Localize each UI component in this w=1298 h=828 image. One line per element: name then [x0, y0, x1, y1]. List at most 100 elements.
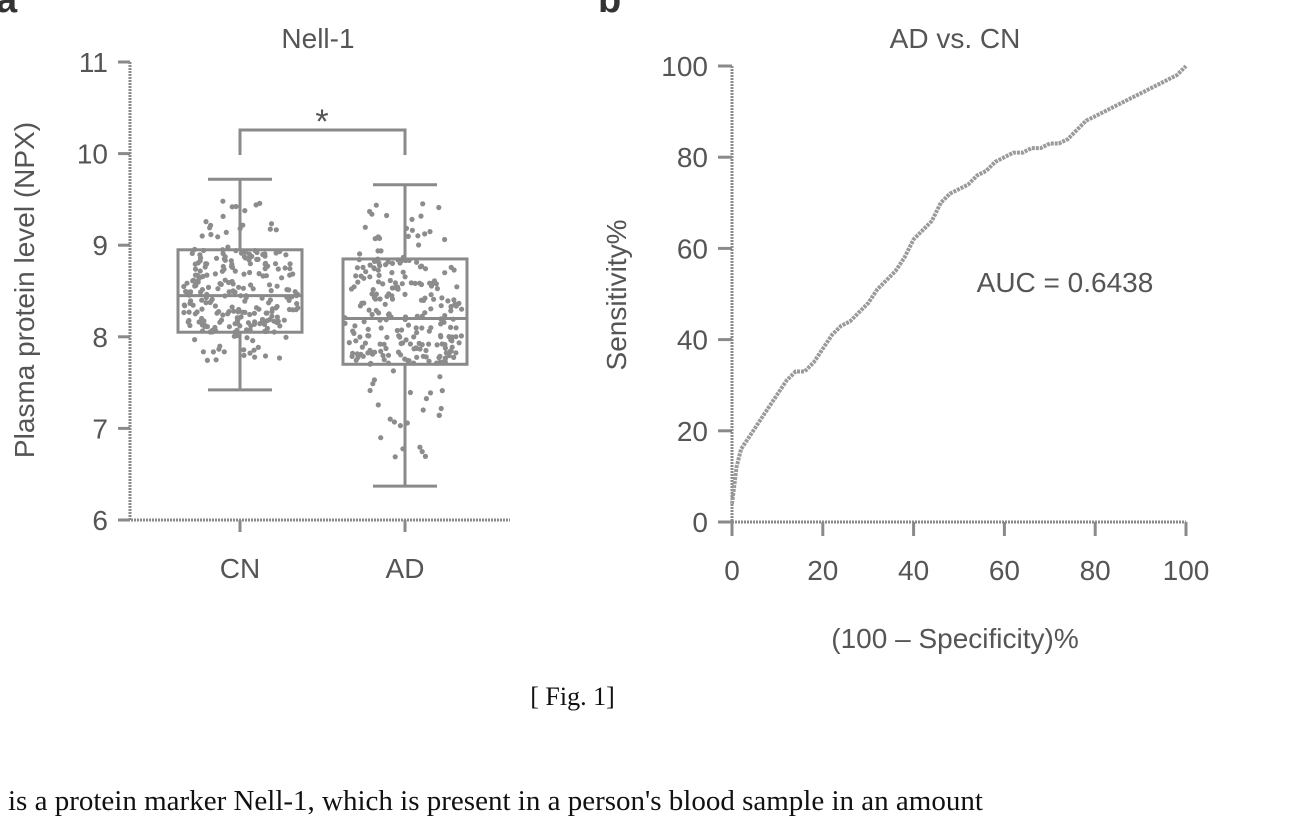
data-point: [257, 271, 262, 276]
data-point: [247, 251, 252, 256]
chart-title: Nell-1: [281, 23, 354, 54]
box-marks: [178, 179, 467, 486]
significance-star: *: [315, 103, 328, 141]
data-point: [383, 262, 388, 267]
data-point: [398, 352, 403, 357]
data-point: [283, 252, 288, 257]
data-point: [370, 312, 375, 317]
data-point: [251, 348, 256, 353]
y-tick-label: 6: [92, 505, 108, 536]
data-point: [421, 407, 426, 412]
data-point: [360, 265, 365, 270]
data-point: [435, 342, 440, 347]
data-point: [269, 288, 274, 293]
data-point: [182, 303, 187, 308]
data-point: [386, 353, 391, 358]
data-point: [227, 289, 232, 294]
data-point: [421, 354, 426, 359]
data-point: [223, 254, 228, 259]
data-point: [363, 269, 368, 274]
data-point: [402, 292, 407, 297]
data-point: [368, 388, 373, 393]
figure-caption: [ Fig. 1]: [0, 682, 1145, 712]
data-point: [380, 353, 385, 358]
data-point: [184, 281, 189, 286]
x-tick-label: AD: [386, 553, 425, 584]
data-point: [263, 353, 268, 358]
data-point: [252, 322, 257, 327]
data-point: [437, 354, 442, 359]
data-point: [273, 305, 278, 310]
data-point: [217, 344, 222, 349]
data-point: [448, 349, 453, 354]
data-point: [256, 257, 261, 262]
data-point: [355, 280, 360, 285]
data-point: [275, 284, 280, 289]
data-point: [388, 417, 393, 422]
data-point: [229, 262, 234, 267]
data-point: [427, 281, 432, 286]
data-point: [220, 199, 225, 204]
data-point: [359, 274, 364, 279]
data-point: [202, 324, 207, 329]
data-point: [440, 341, 445, 346]
data-point: [459, 333, 464, 338]
data-point: [427, 329, 432, 334]
data-point: [355, 265, 360, 270]
data-point: [294, 307, 299, 312]
data-point: [422, 231, 427, 236]
data-point: [377, 263, 382, 268]
data-point: [437, 374, 442, 379]
data-point: [377, 296, 382, 301]
data-point: [414, 330, 419, 335]
data-point: [383, 346, 388, 351]
data-point: [247, 312, 252, 317]
data-point: [418, 264, 423, 269]
data-point: [383, 302, 388, 307]
data-point: [350, 351, 355, 356]
data-point: [197, 252, 202, 257]
data-point: [221, 214, 226, 219]
data-point: [195, 273, 200, 278]
data-point: [235, 317, 240, 322]
data-point: [227, 324, 232, 329]
data-point: [453, 350, 458, 355]
data-point: [215, 234, 220, 239]
data-point: [367, 274, 372, 279]
data-point: [197, 319, 202, 324]
data-point: [420, 201, 425, 206]
data-point: [420, 342, 425, 347]
y-tick-label: 9: [92, 230, 108, 261]
data-point: [358, 303, 363, 308]
data-point: [254, 305, 259, 310]
data-point: [252, 311, 257, 316]
data-point: [220, 312, 225, 317]
data-point: [181, 310, 186, 315]
data-point: [408, 390, 413, 395]
data-point: [200, 233, 205, 238]
data-point: [442, 237, 447, 242]
data-point: [286, 287, 291, 292]
data-point: [236, 309, 241, 314]
x-tick-label: CN: [220, 553, 260, 584]
y-tick-label: 8: [92, 322, 108, 353]
data-point: [357, 334, 362, 339]
data-point: [193, 311, 198, 316]
data-point: [193, 262, 198, 267]
data-point: [279, 275, 284, 280]
data-point: [390, 285, 395, 290]
x-tick-label: 100: [1163, 555, 1210, 586]
y-tick-label: 11: [79, 47, 108, 78]
data-point: [434, 281, 439, 286]
data-point: [246, 320, 251, 325]
data-point: [435, 286, 440, 291]
data-point: [366, 333, 371, 338]
data-point: [276, 266, 281, 271]
significance-bracket: *: [240, 103, 405, 155]
data-point: [199, 307, 204, 312]
data-point: [370, 381, 375, 386]
data-point: [414, 260, 419, 265]
data-point: [376, 310, 381, 315]
data-point: [232, 290, 237, 295]
data-point: [215, 286, 220, 291]
